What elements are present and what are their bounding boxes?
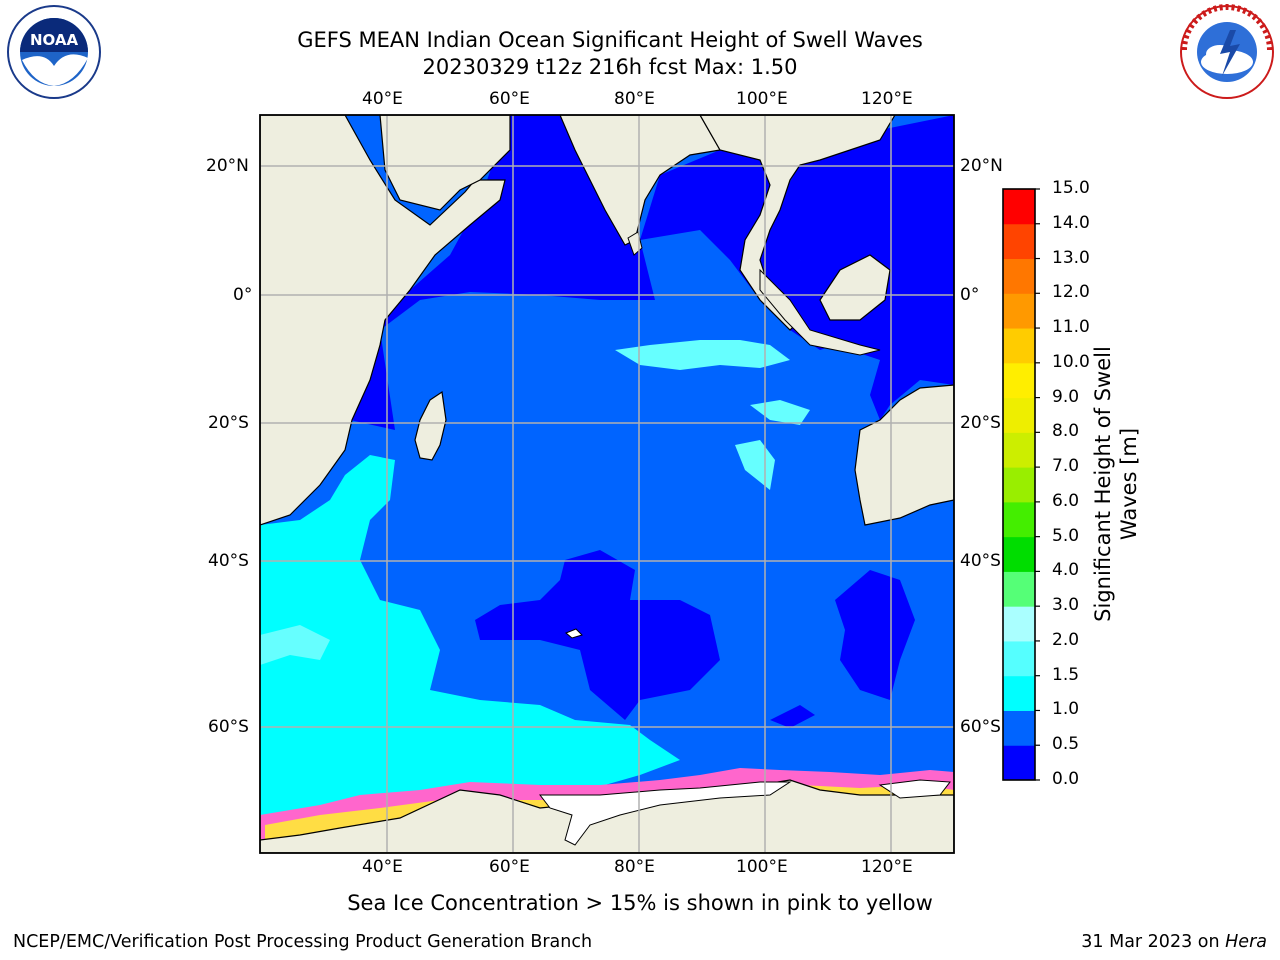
land-borneo <box>819 254 891 321</box>
colorbar-segment <box>1003 640 1035 677</box>
lat-tick-left-0: 0° <box>233 285 253 305</box>
colorbar-tick-label: 13.0 <box>1052 247 1090 268</box>
colorbar-tick-label: 15.0 <box>1052 178 1090 198</box>
colorbar-tick-label: 8.0 <box>1052 421 1080 442</box>
lat-tick-left-20s: 20°S <box>208 413 249 433</box>
svg-text:NOAA: NOAA <box>30 31 79 49</box>
colorbar-tick-label: 2.0 <box>1052 629 1080 650</box>
colorbar-tick-label: 6.0 <box>1052 490 1080 511</box>
colorbar-tick-label: 1.0 <box>1052 699 1080 720</box>
colorbar-tick-label: 10.0 <box>1052 351 1090 372</box>
colorbar-segment <box>1003 467 1035 503</box>
footer-branch: NCEP/EMC/Verification Post Processing Pr… <box>13 932 593 952</box>
national-weather-service-logo-icon <box>1180 4 1274 99</box>
lon-tick-top-120e: 120°E <box>861 89 913 109</box>
land-australia <box>854 384 954 526</box>
colorbar-segment <box>1003 745 1035 781</box>
lat-tick-right-0: 0° <box>960 285 980 305</box>
land-sumatra-java <box>759 268 881 356</box>
calm-swell-southeast <box>835 570 915 700</box>
colorbar-label: Significant Height of Swell Waves [m] <box>1091 346 1141 622</box>
lat-tick-left-40s: 40°S <box>208 551 249 571</box>
colorbar-segment <box>1003 606 1035 642</box>
calm-swell-patch-bight <box>770 705 815 728</box>
map-subtitle: 20230329 t12z 216h fcst Max: 1.50 <box>422 55 798 79</box>
colorbar-segment <box>1003 675 1035 711</box>
colorbar-segment <box>1003 223 1035 260</box>
colorbar-segment <box>1003 293 1035 329</box>
lon-tick-top-100e: 100°E <box>736 89 788 109</box>
colorbar-tick-label: 4.0 <box>1052 560 1080 581</box>
colorbar-tick-label: 14.0 <box>1052 212 1090 233</box>
colorbar-tick-label: 5.0 <box>1052 525 1080 546</box>
calm-swell-arabian-sea <box>350 115 655 430</box>
swell-lightcyan-patch-central <box>615 340 790 370</box>
footer-host: Hera <box>1225 932 1267 952</box>
swell-cyan-southwest <box>260 455 680 830</box>
lat-tick-right-20n: 20°N <box>960 156 1003 176</box>
lat-tick-left-20n: 20°N <box>206 156 249 176</box>
lat-tick-right-40s: 40°S <box>960 551 1001 571</box>
lat-tick-right-20s: 20°S <box>960 413 1001 433</box>
lon-tick-top-80e: 80°E <box>614 89 655 109</box>
colorbar-segment <box>1003 397 1035 433</box>
footer-date: 31 Mar 2023 on Hera <box>1081 932 1267 952</box>
lon-tick-bottom-40e: 40°E <box>362 857 403 877</box>
colorbar-tick-label: 3.0 <box>1052 595 1080 616</box>
lon-tick-top-40e: 40°E <box>362 89 403 109</box>
colorbar-tick-label: 12.0 <box>1052 282 1090 303</box>
colorbar-segment <box>1003 432 1035 468</box>
kerguelen-island <box>565 628 583 639</box>
colorbar-segment <box>1003 536 1035 572</box>
land-arabia <box>379 115 511 211</box>
map-title: GEFS MEAN Indian Ocean Significant Heigh… <box>297 28 923 52</box>
colorbar-tick-label: 9.0 <box>1052 386 1080 407</box>
colorbar-segment <box>1003 328 1035 364</box>
colorbar-segment <box>1003 571 1035 607</box>
colorbar <box>1002 188 1040 781</box>
sea-ice-caption: Sea Ice Concentration > 15% is shown in … <box>347 891 933 915</box>
calm-swell-south-central <box>475 550 720 720</box>
lon-tick-bottom-120e: 120°E <box>861 857 913 877</box>
lat-tick-right-60s: 60°S <box>960 717 1001 737</box>
colorbar-tick-label: 0.0 <box>1052 769 1080 789</box>
lon-tick-top-60e: 60°E <box>489 89 530 109</box>
swell-lightcyan-antarctic-edge <box>260 625 330 665</box>
footer-date-text: 31 Mar 2023 on <box>1081 932 1226 952</box>
colorbar-tick-label: 7.0 <box>1052 456 1080 477</box>
colorbar-tick-label: 0.5 <box>1052 734 1080 755</box>
colorbar-segment <box>1003 710 1035 746</box>
lon-tick-bottom-100e: 100°E <box>736 857 788 877</box>
colorbar-segment <box>1003 258 1035 294</box>
lon-tick-bottom-60e: 60°E <box>489 857 530 877</box>
colorbar-segment <box>1003 501 1035 538</box>
lat-tick-left-60s: 60°S <box>208 717 249 737</box>
map-frame <box>259 114 955 854</box>
lon-tick-bottom-80e: 80°E <box>614 857 655 877</box>
noaa-logo-icon: NOAA <box>7 5 101 99</box>
graticule <box>260 115 954 853</box>
colorbar-segment <box>1003 189 1035 225</box>
antarctic-ice-shelf <box>538 781 792 846</box>
colorbar-tick-label: 1.5 <box>1052 664 1080 685</box>
colorbar-tick-label: 11.0 <box>1052 317 1090 338</box>
antarctic-ice-shelf-east <box>878 779 951 799</box>
land-madagascar <box>414 390 447 461</box>
colorbar-segment <box>1003 362 1035 399</box>
